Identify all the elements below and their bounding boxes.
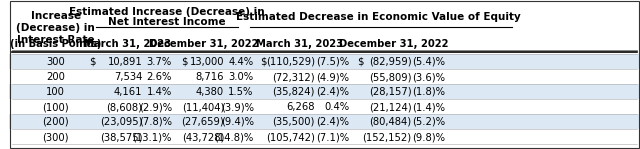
Text: 300: 300 bbox=[46, 57, 65, 67]
Text: (7.5)%: (7.5)% bbox=[316, 57, 349, 67]
Text: (43,728): (43,728) bbox=[182, 132, 224, 142]
Text: 8,716: 8,716 bbox=[196, 72, 224, 82]
Text: (72,312): (72,312) bbox=[272, 72, 315, 82]
Text: (80,484): (80,484) bbox=[369, 117, 412, 127]
Text: (14.8)%: (14.8)% bbox=[214, 132, 253, 142]
Text: (2.4)%: (2.4)% bbox=[316, 117, 349, 127]
Text: (9.4)%: (9.4)% bbox=[221, 117, 253, 127]
Text: (3.6)%: (3.6)% bbox=[412, 72, 445, 82]
Text: 200: 200 bbox=[46, 72, 65, 82]
Text: (5.4)%: (5.4)% bbox=[412, 57, 445, 67]
Text: 10,891: 10,891 bbox=[108, 57, 142, 67]
Text: December 31, 2022: December 31, 2022 bbox=[148, 39, 258, 49]
Text: (35,824): (35,824) bbox=[273, 87, 315, 97]
Text: (200): (200) bbox=[42, 117, 69, 127]
Text: (13.1)%: (13.1)% bbox=[132, 132, 172, 142]
Text: 7,534: 7,534 bbox=[114, 72, 142, 82]
Text: (100): (100) bbox=[42, 102, 69, 112]
Text: 1.4%: 1.4% bbox=[147, 87, 172, 97]
Text: 4,161: 4,161 bbox=[114, 87, 142, 97]
Text: Net Interest Income: Net Interest Income bbox=[108, 17, 226, 27]
Text: 0.4%: 0.4% bbox=[324, 102, 349, 112]
Text: (300): (300) bbox=[42, 132, 69, 142]
Text: 2.6%: 2.6% bbox=[147, 72, 172, 82]
Text: 3.7%: 3.7% bbox=[147, 57, 172, 67]
Text: $: $ bbox=[357, 57, 364, 67]
Text: Increase
(Decrease) in
Interest Rate: Increase (Decrease) in Interest Rate bbox=[16, 11, 95, 45]
Text: (1.8)%: (1.8)% bbox=[412, 87, 445, 97]
Text: 4,380: 4,380 bbox=[196, 87, 224, 97]
Text: (8,608): (8,608) bbox=[106, 102, 142, 112]
Text: (105,742): (105,742) bbox=[266, 132, 315, 142]
Text: (3.9)%: (3.9)% bbox=[221, 102, 253, 112]
Text: (7.8)%: (7.8)% bbox=[139, 117, 172, 127]
Text: (21,124): (21,124) bbox=[369, 102, 412, 112]
Text: 100: 100 bbox=[46, 87, 65, 97]
Text: $: $ bbox=[89, 57, 95, 67]
Text: March 31, 2023: March 31, 2023 bbox=[257, 39, 344, 49]
Text: 13,000: 13,000 bbox=[189, 57, 224, 67]
Text: (28,157): (28,157) bbox=[369, 87, 412, 97]
Text: (38,575): (38,575) bbox=[100, 132, 142, 142]
Text: December 31, 2022: December 31, 2022 bbox=[339, 39, 449, 49]
FancyBboxPatch shape bbox=[9, 54, 640, 69]
Text: Estimated Increase (Decrease) in: Estimated Increase (Decrease) in bbox=[69, 7, 265, 17]
Text: (35,500): (35,500) bbox=[273, 117, 315, 127]
Text: 1.5%: 1.5% bbox=[228, 87, 253, 97]
Text: 4.4%: 4.4% bbox=[228, 57, 253, 67]
Text: (in Basis Points): (in Basis Points) bbox=[10, 39, 101, 49]
Text: (11,404): (11,404) bbox=[182, 102, 224, 112]
Text: (82,959): (82,959) bbox=[369, 57, 412, 67]
FancyBboxPatch shape bbox=[9, 84, 640, 99]
Text: (27,659): (27,659) bbox=[181, 117, 224, 127]
Text: (5.2)%: (5.2)% bbox=[412, 117, 445, 127]
Text: Estimated Decrease in Economic Value of Equity: Estimated Decrease in Economic Value of … bbox=[236, 12, 521, 22]
Text: (2.9)%: (2.9)% bbox=[139, 102, 172, 112]
Text: $: $ bbox=[260, 57, 267, 67]
Text: (9.8)%: (9.8)% bbox=[412, 132, 445, 142]
Text: (2.4)%: (2.4)% bbox=[316, 87, 349, 97]
Text: (4.9)%: (4.9)% bbox=[316, 72, 349, 82]
Text: (55,809): (55,809) bbox=[369, 72, 412, 82]
Text: (1.4)%: (1.4)% bbox=[412, 102, 445, 112]
FancyBboxPatch shape bbox=[9, 114, 640, 129]
Text: 3.0%: 3.0% bbox=[228, 72, 253, 82]
Text: March 31, 2023: March 31, 2023 bbox=[84, 39, 171, 49]
Text: $: $ bbox=[181, 57, 188, 67]
Text: (152,152): (152,152) bbox=[362, 132, 412, 142]
Text: (7.1)%: (7.1)% bbox=[316, 132, 349, 142]
Text: 6,268: 6,268 bbox=[286, 102, 315, 112]
Text: (110,529): (110,529) bbox=[266, 57, 315, 67]
Text: (23,095): (23,095) bbox=[100, 117, 142, 127]
